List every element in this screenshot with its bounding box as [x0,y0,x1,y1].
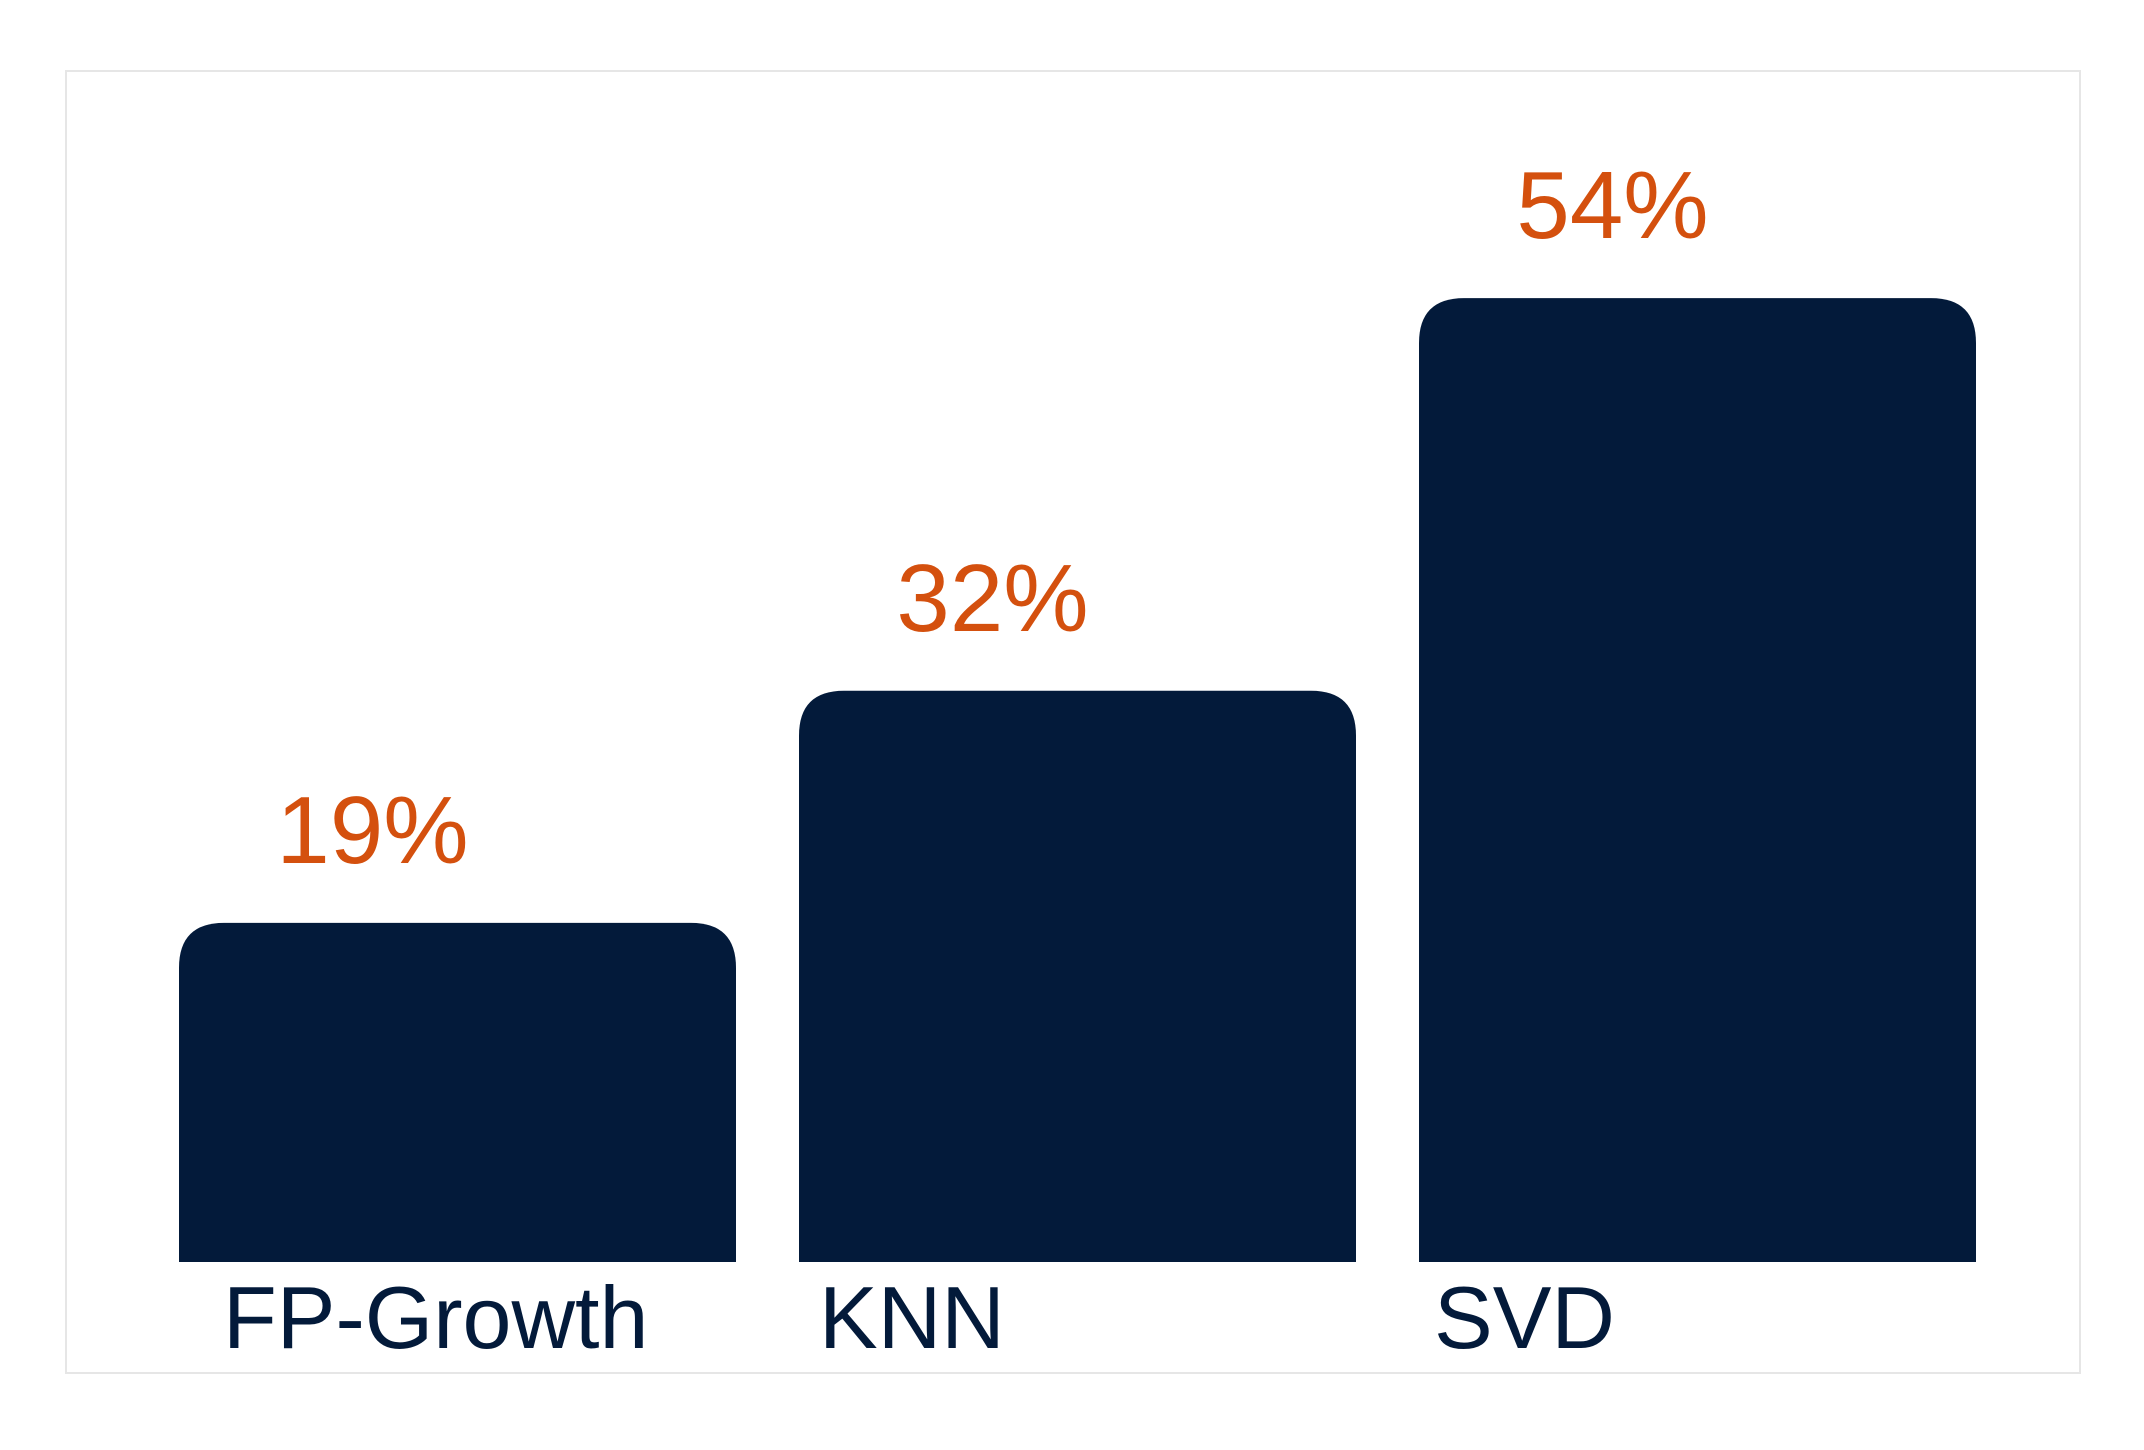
value-label: 32% [896,545,1088,652]
bar-knn [799,690,1356,1262]
category-label: SVD [1434,1268,1615,1367]
category-labels-layer: FP-Growth KNN SVD [223,1268,1615,1367]
bars-layer [179,298,1976,1263]
category-label: KNN [819,1268,1005,1367]
bar-fp-growth [179,922,736,1262]
bar-svd [1419,298,1976,1263]
value-labels-layer: 19% 32% 54% [276,152,1708,884]
value-label: 19% [276,777,468,884]
category-label: FP-Growth [223,1268,648,1367]
value-label: 54% [1516,152,1708,259]
